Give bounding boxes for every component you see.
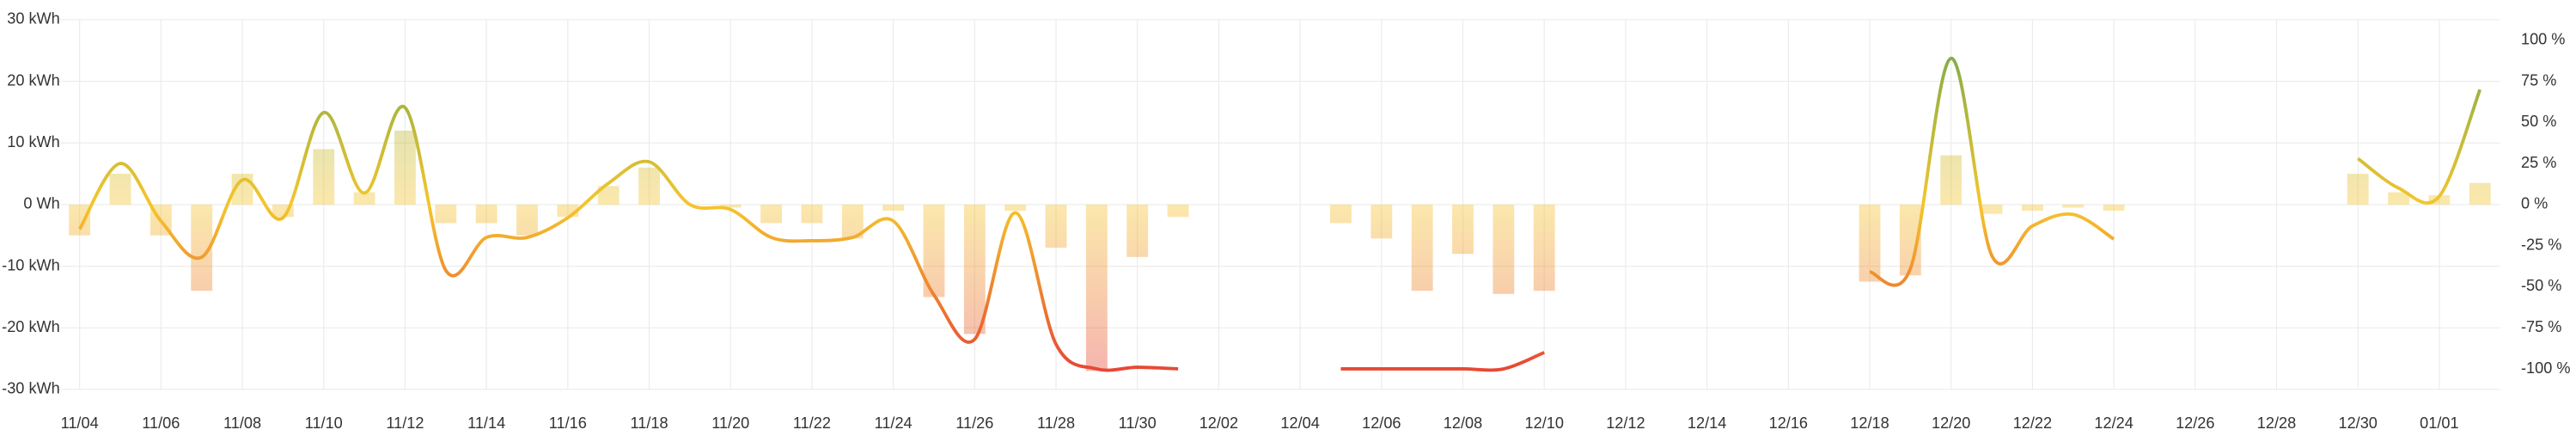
bar [2103,204,2125,212]
x-tick-label: 11/18 [631,414,668,432]
x-tick-label: 12/02 [1199,414,1238,432]
bar [760,204,783,224]
x-tick-label: 12/10 [1525,414,1564,432]
y2-tick-label: 0 % [2521,195,2548,212]
x-tick-label: 12/24 [2094,414,2133,432]
y-tick-label: -30 kWh [2,380,60,397]
x-tick-label: 11/26 [955,414,993,432]
y2-tick-label: 50 % [2521,113,2556,130]
y-tick-label: 10 kWh [7,133,60,150]
bar [2347,174,2369,205]
bar [719,204,742,208]
bar [1411,204,1433,292]
bar [2388,192,2409,205]
x-tick-label: 12/18 [1850,414,1889,432]
x-tick-label: 12/20 [1932,414,1970,432]
x-tick-label: 12/12 [1606,414,1645,432]
y2-tick-label: -100 % [2521,359,2570,377]
bar [597,186,620,205]
y2-tick-label: -25 % [2521,236,2561,253]
bar [882,204,905,212]
bar [963,204,986,335]
bar [2428,195,2451,205]
y-tick-label: 30 kWh [7,10,60,28]
bar [1167,204,1189,218]
x-tick-label: 12/06 [1362,414,1401,432]
x-tick-label: 12/30 [2338,414,2377,432]
bar [1330,204,1352,224]
x-tick-label: 11/12 [386,414,424,432]
bar [1533,204,1555,292]
y-tick-label: -20 kWh [2,318,60,335]
bar [1859,204,1881,282]
bar [1940,155,1963,205]
line [77,56,2482,372]
bar [638,167,660,205]
x-tick-label: 12/04 [1280,414,1319,432]
y-tick-label: 0 Wh [23,195,59,212]
bar [1085,204,1108,371]
x-tick-label: 11/10 [305,414,343,432]
bar [2062,204,2085,208]
y2-tick-label: 25 % [2521,154,2556,171]
x-tick-label: 11/20 [711,414,749,432]
bar [313,149,335,205]
bar [801,204,823,224]
y2-tick-label: -75 % [2521,318,2561,335]
y-tick-label: 20 kWh [7,71,60,89]
y-tick-label: -10 kWh [2,256,60,273]
bar [1045,204,1067,249]
x-tick-label: 11/24 [875,414,913,432]
bar [394,130,416,205]
x-tick-label: 12/16 [1769,414,1808,432]
x-tick-label: 11/08 [223,414,261,432]
bar [475,204,497,224]
x-tick-label: 12/08 [1444,414,1482,432]
bar [1004,204,1027,212]
y2-tick-label: 75 % [2521,71,2556,89]
bar [69,204,91,236]
x-tick-label: 11/04 [61,414,99,432]
y2-tick-label: -50 % [2521,277,2561,294]
bar [1370,204,1393,239]
x-tick-label: 11/28 [1037,414,1075,432]
bar [2021,204,2043,212]
x-tick-label: 11/22 [793,414,831,432]
bar [435,204,457,224]
bar [2469,182,2491,205]
bar [1981,204,2003,214]
bar [109,174,131,205]
x-tick-label: 12/26 [2176,414,2214,432]
bar [516,204,538,236]
y2-tick-label: 100 % [2521,31,2565,48]
x-tick-label: 01/01 [2420,414,2458,432]
bar [1126,204,1149,257]
x-tick-label: 12/14 [1688,414,1726,432]
x-tick-label: 11/16 [549,414,587,432]
x-tick-label: 11/30 [1119,414,1157,432]
x-tick-label: 12/28 [2257,414,2296,432]
bar [353,192,375,205]
x-tick-label: 12/22 [2013,414,2052,432]
bar [1492,204,1515,294]
x-tick-label: 11/06 [142,414,180,432]
x-tick-label: 11/14 [467,414,505,432]
bar [1452,204,1474,255]
